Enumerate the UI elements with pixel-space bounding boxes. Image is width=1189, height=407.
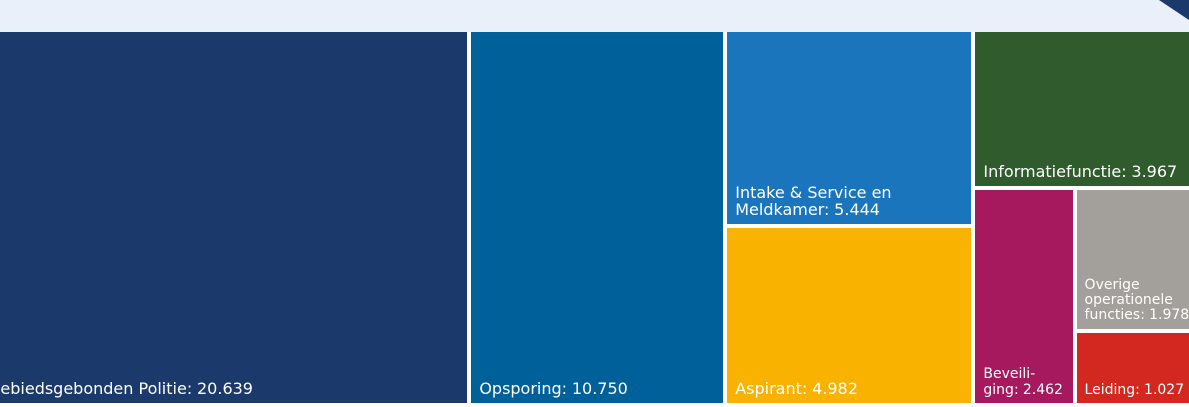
treemap-cell: Intake & Service en Meldkamer: 5.444	[727, 32, 972, 224]
value-label: 2.462	[1022, 381, 1063, 398]
cell-label: Beveili­ging: 2.462	[975, 366, 1072, 403]
header-bar	[0, 0, 1189, 32]
treemap-cell: Aspirant: 4.982	[727, 227, 972, 403]
category-name: Beveili­ging:	[983, 366, 1036, 398]
category-name: Leiding:	[1084, 381, 1140, 398]
value-label: 1.978	[1149, 307, 1189, 324]
cell-label: Informatiefunctie: 3.967	[975, 163, 1185, 186]
value-label: 5.444	[834, 200, 880, 220]
corner-mark	[1159, 0, 1189, 20]
value-label: 1.027	[1144, 381, 1185, 398]
cell-label: Leiding: 1.027	[1077, 381, 1189, 403]
value-label: 4.982	[812, 379, 858, 399]
cell-label: Opsporing: 10.750	[471, 380, 636, 403]
treemap-cell: Leiding: 1.027	[1076, 332, 1189, 403]
value-label: 20.639	[197, 379, 253, 399]
treemap-cell: Overige operatio­nele functies: 1.978	[1076, 189, 1189, 329]
category-name: Opsporing:	[479, 379, 568, 399]
category-name: Informatiefunctie:	[983, 162, 1127, 182]
treemap: Gebiedsgebonden Politie: 20.639 Opsporing:…	[0, 32, 1189, 407]
category-name: Gebiedsgebonden Politie:	[0, 379, 193, 399]
cell-label: Overige operatio­nele functies: 1.978	[1077, 276, 1189, 329]
category-name: Intake & Service en Meldkamer:	[735, 182, 892, 220]
cell-label: Gebiedsgebonden Politie: 20.639	[0, 380, 261, 403]
cell-label: Aspirant: 4.982	[727, 380, 866, 403]
treemap-cell: Informatiefunctie: 3.967	[975, 32, 1189, 186]
value-label: 3.967	[1131, 162, 1178, 182]
category-name: Aspirant:	[735, 379, 808, 399]
treemap-cell: Opsporing: 10.750	[471, 32, 724, 403]
treemap-cell: Gebiedsgebonden Politie: 20.639	[0, 32, 468, 403]
value-label: 10.750	[571, 379, 628, 399]
treemap-cell: Beveili­ging: 2.462	[975, 189, 1073, 403]
category-name: Overige operatio­nele functies:	[1084, 276, 1173, 324]
cell-label: Intake & Service en Meldkamer: 5.444	[727, 182, 971, 224]
